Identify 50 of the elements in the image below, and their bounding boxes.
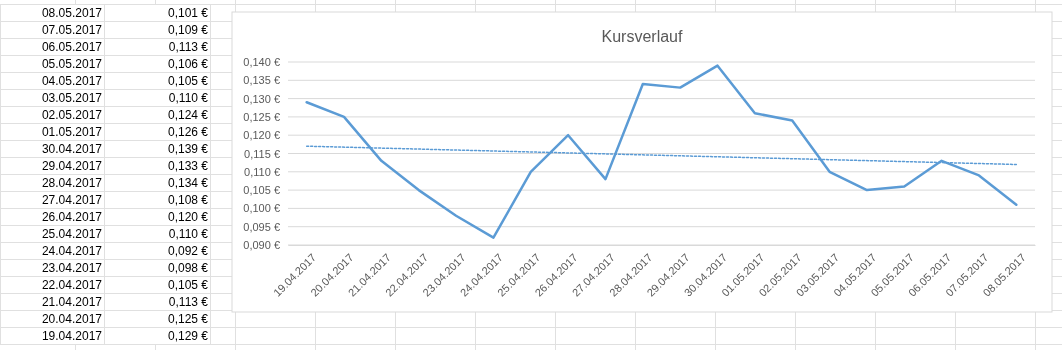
category-label: 01.05.2017 [41,125,102,139]
text: 0,133 € [104,157,211,175]
text: 0,098 € [104,259,211,277]
text: 0,126 € [104,123,211,141]
category-label: 28.04.2017 [41,176,102,190]
category-label: 08.05.2017 [41,6,102,20]
text: 0,129 € [104,327,211,345]
text: 0,124 € [104,106,211,124]
y-tick-label: 0,140 € [243,56,280,69]
text: 0,109 € [104,21,211,39]
y-tick-label: 0,120 € [243,129,280,142]
y-tick-label: 0,110 € [244,165,280,178]
text: 0,106 € [104,55,211,73]
text: 0,113 € [104,293,211,311]
line-series [305,64,1018,239]
y-tick-label: 0,105 € [243,184,280,197]
text: 0,139 € [104,140,211,158]
text: 0,110 € [104,225,211,243]
y-tick-label: 0,095 € [243,220,280,233]
text: 0,105 € [104,72,211,90]
category-label: 03.05.2017 [41,91,102,105]
category-label: 25.04.2017 [41,227,102,241]
y-tick-label: 0,100 € [243,202,280,215]
text: 0,125 € [104,310,211,328]
category-label: 29.04.2017 [41,159,102,173]
text: 0,108 € [104,191,211,209]
y-tick-label: 0,135 € [243,74,280,87]
text: 0,105 € [104,276,211,294]
text: 0,134 € [104,174,211,192]
category-label: 30.04.2017 [41,142,102,156]
y-tick-label: 0,090 € [243,239,280,252]
chart-title: Kursverlauf [601,28,684,45]
text: 0,110 € [104,89,211,107]
text: 0,120 € [104,208,211,226]
text: 0,092 € [104,242,211,260]
category-label: 26.04.2017 [41,210,102,224]
y-tick-label: 0,125 € [243,110,280,123]
category-label: 27.04.2017 [41,193,102,207]
y-tick-label: 0,130 € [243,92,280,105]
y-tick-label: 0,115 € [244,147,280,160]
category-label: 02.05.2017 [41,108,102,122]
text: 0,113 € [104,38,211,56]
category-label: 05.05.2017 [41,57,102,71]
category-label: 07.05.2017 [41,23,102,37]
category-label: 20.04.2017 [41,312,102,326]
text: 0,101 € [104,4,211,22]
category-label: 19.04.2017 [41,329,102,343]
category-label: 04.05.2017 [41,74,102,88]
category-label: 06.05.2017 [41,40,102,54]
category-label: 21.04.2017 [41,295,102,309]
